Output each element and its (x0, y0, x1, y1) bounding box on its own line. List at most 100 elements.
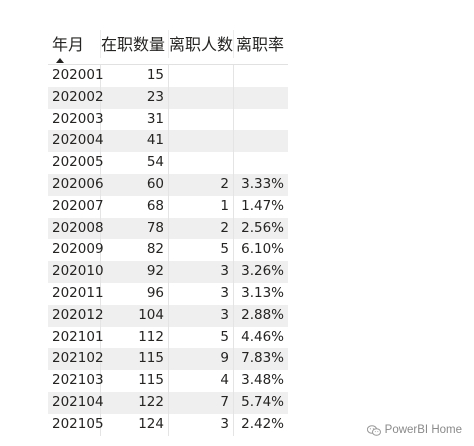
table-row[interactable]: 202002 23 (48, 86, 288, 109)
table-row[interactable]: 202001 15 (48, 65, 288, 87)
cell-month: 202001 (48, 65, 104, 87)
cell-headcount: 41 (101, 130, 169, 153)
cell-leavers: 3 (169, 282, 234, 305)
table-visual: 年月 在职数量 离职人数 离职率 202001 15 202002 23 202003 3… (48, 30, 288, 436)
cell-rate: 3.13% (241, 284, 284, 301)
column-header-month[interactable]: 年月 (48, 30, 101, 63)
cell-leavers: 3 (169, 413, 234, 436)
cell-month: 202004 (48, 130, 104, 153)
cell-leavers: 2 (169, 217, 234, 240)
column-header-leavers-label: 离职人数 (169, 35, 234, 54)
cell-headcount: 54 (101, 152, 169, 174)
watermark-text: PowerBI Home (384, 424, 462, 436)
cell-month: 202010 (48, 261, 104, 283)
cell-headcount: 23 (101, 86, 169, 109)
table-header: 年月 在职数量 离职人数 离职率 (48, 30, 288, 65)
cell-rate: 4.46% (241, 328, 284, 345)
table-row[interactable]: 202103 115 4 3.48% (48, 370, 288, 392)
wechat-icon (366, 424, 381, 436)
table-row[interactable]: 202105 124 3 2.42% (48, 413, 288, 436)
cell-rate: 3.26% (241, 263, 284, 280)
table-row[interactable]: 202010 92 3 3.26% (48, 261, 288, 283)
cell-month: 202009 (48, 239, 104, 262)
cell-headcount: 31 (101, 108, 169, 131)
table-row[interactable]: 202004 41 (48, 130, 288, 153)
column-header-rate[interactable]: 离职率 (234, 30, 288, 58)
cell-rate: 6.10% (241, 241, 284, 258)
cell-month: 202011 (48, 282, 104, 305)
cell-rate (234, 130, 288, 152)
cell-rate: 2.88% (241, 306, 284, 323)
cell-rate: 3.48% (241, 372, 284, 389)
table-row[interactable]: 202011 96 3 3.13% (48, 282, 288, 305)
cell-headcount: 122 (101, 391, 169, 414)
cell-month: 202003 (48, 108, 104, 131)
cell-leavers: 1 (169, 195, 234, 218)
cell-leavers: 3 (169, 304, 234, 327)
cell-leavers (169, 65, 234, 87)
cell-rate: 2.56% (241, 219, 284, 236)
cell-rate: 2.42% (241, 415, 284, 432)
cell-rate (234, 109, 288, 131)
cell-month: 202105 (48, 413, 104, 436)
cell-headcount: 115 (101, 348, 169, 371)
cell-leavers: 9 (169, 348, 234, 371)
table-row[interactable]: 202104 122 7 5.74% (48, 391, 288, 414)
cell-leavers (169, 108, 234, 131)
table-row[interactable]: 202101 112 5 4.46% (48, 326, 288, 349)
watermark: PowerBI Home (366, 424, 462, 436)
cell-leavers (169, 86, 234, 109)
table-row[interactable]: 202005 54 (48, 152, 288, 174)
cell-month: 202101 (48, 326, 104, 349)
cell-month: 202103 (48, 370, 104, 392)
cell-month: 202008 (48, 217, 104, 240)
cell-headcount: 78 (101, 217, 169, 240)
table-body: 202001 15 202002 23 202003 31 202004 41 202005 54… (48, 65, 288, 436)
column-header-leavers[interactable]: 离职人数 (169, 30, 234, 58)
cell-leavers: 5 (169, 239, 234, 262)
cell-leavers: 4 (169, 370, 234, 392)
table-row[interactable]: 202102 115 9 7.83% (48, 348, 288, 371)
cell-rate (234, 65, 288, 87)
cell-headcount: 60 (101, 173, 169, 196)
cell-rate: 1.47% (241, 197, 284, 214)
cell-month: 202007 (48, 195, 104, 218)
cell-month: 202102 (48, 348, 104, 371)
column-header-headcount-label: 在职数量 (101, 35, 166, 54)
cell-rate (234, 87, 288, 109)
column-header-month-label: 年月 (52, 35, 85, 54)
cell-leavers (169, 152, 234, 174)
cell-month: 202005 (48, 152, 104, 174)
cell-headcount: 82 (101, 239, 169, 262)
table-row[interactable]: 202008 78 2 2.56% (48, 217, 288, 240)
cell-month: 202012 (48, 304, 104, 327)
cell-leavers: 7 (169, 391, 234, 414)
cell-month: 202002 (48, 86, 104, 109)
column-header-headcount[interactable]: 在职数量 (101, 30, 169, 58)
cell-rate: 5.74% (241, 393, 284, 410)
sort-ascending-icon[interactable] (56, 58, 64, 63)
cell-headcount: 96 (101, 282, 169, 305)
table-row[interactable]: 202009 82 5 6.10% (48, 239, 288, 262)
table-row[interactable]: 202012 104 3 2.88% (48, 304, 288, 327)
table-row[interactable]: 202006 60 2 3.33% (48, 173, 288, 196)
cell-rate: 7.83% (241, 350, 284, 367)
cell-rate (234, 152, 288, 174)
cell-headcount: 124 (101, 413, 169, 436)
cell-month: 202104 (48, 391, 104, 414)
cell-headcount: 112 (101, 326, 169, 349)
table-row[interactable]: 202003 31 (48, 108, 288, 131)
cell-leavers (169, 130, 234, 153)
table-row[interactable]: 202007 68 1 1.47% (48, 195, 288, 218)
cell-headcount: 68 (101, 195, 169, 218)
cell-headcount: 92 (101, 261, 169, 283)
cell-leavers: 5 (169, 326, 234, 349)
cell-headcount: 104 (101, 304, 169, 327)
column-header-rate-label: 离职率 (235, 35, 284, 54)
cell-leavers: 3 (169, 261, 234, 283)
cell-month: 202006 (48, 173, 104, 196)
cell-leavers: 2 (169, 173, 234, 196)
cell-headcount: 15 (101, 65, 169, 87)
cell-rate: 3.33% (241, 175, 284, 192)
cell-headcount: 115 (101, 370, 169, 392)
